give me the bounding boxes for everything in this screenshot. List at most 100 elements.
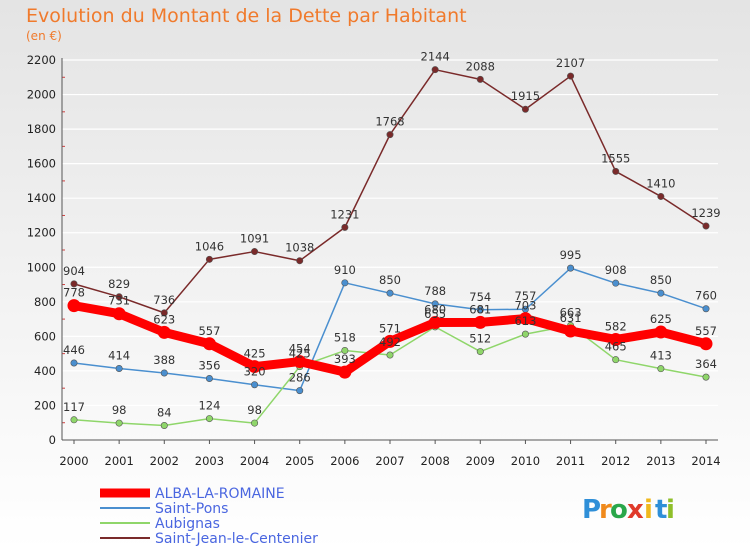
data-point <box>341 223 349 231</box>
data-point <box>657 192 665 200</box>
x-tick-label: 2005 <box>285 454 314 468</box>
data-point <box>518 312 532 326</box>
data-label: 736 <box>153 293 175 307</box>
data-label: 703 <box>514 299 536 313</box>
data-label: 454 <box>289 342 311 356</box>
data-point <box>341 347 349 355</box>
data-label: 631 <box>560 311 582 325</box>
legend-label: ALBA-LA-ROMAINE <box>155 486 285 502</box>
data-label: 1091 <box>240 232 269 246</box>
data-point <box>293 355 307 369</box>
data-point <box>702 373 710 381</box>
data-point <box>70 280 78 288</box>
y-tick-label: 800 <box>34 295 56 309</box>
data-point <box>341 279 349 287</box>
data-label: 84 <box>157 405 172 419</box>
data-label: 829 <box>108 277 130 291</box>
data-point <box>157 325 171 339</box>
data-point <box>115 419 123 427</box>
y-tick-label: 1000 <box>27 260 56 274</box>
brand-letter: r <box>599 495 612 525</box>
data-point <box>160 421 168 429</box>
data-point <box>205 415 213 423</box>
data-point <box>564 324 578 338</box>
legend-label: Saint-Jean-le-Centenier <box>155 531 318 547</box>
brand-letter: x <box>627 495 644 525</box>
data-label: 1410 <box>646 176 675 190</box>
data-label: 518 <box>334 331 356 345</box>
y-tick-label: 0 <box>49 433 56 447</box>
data-label: 98 <box>112 403 127 417</box>
data-label: 446 <box>63 343 85 357</box>
data-point <box>383 334 397 348</box>
data-point <box>612 279 620 287</box>
data-label: 1239 <box>691 206 720 220</box>
brand-letter: i <box>644 495 653 525</box>
data-point <box>205 375 213 383</box>
data-label: 286 <box>289 371 311 385</box>
y-tick-label: 1600 <box>27 157 56 171</box>
data-labels: 904 829 736 1046 1091 1038 1231 1768 2144 2088 191… <box>63 50 721 420</box>
data-label: 754 <box>469 290 491 304</box>
data-label: 425 <box>244 347 266 361</box>
brand-letter: i <box>666 495 675 525</box>
data-point <box>567 72 575 80</box>
data-point <box>612 356 620 364</box>
data-point <box>521 330 529 338</box>
data-point <box>115 293 123 301</box>
data-point <box>431 300 439 308</box>
x-tick-label: 2003 <box>195 454 224 468</box>
data-point <box>70 416 78 424</box>
y-tick-label: 2200 <box>27 53 56 67</box>
x-tick-label: 2008 <box>421 454 450 468</box>
data-label: 1231 <box>330 207 359 221</box>
data-point <box>160 369 168 377</box>
x-tick-label: 2009 <box>466 454 495 468</box>
data-label: 904 <box>63 264 85 278</box>
data-label: 2088 <box>466 59 495 73</box>
data-label: 571 <box>379 321 401 335</box>
data-label: 1915 <box>511 89 540 103</box>
x-tick-label: 2002 <box>150 454 179 468</box>
data-label: 117 <box>63 400 85 414</box>
data-label: 388 <box>153 353 175 367</box>
data-point <box>296 257 304 265</box>
brand-letter: t <box>655 495 667 525</box>
y-tick-label: 1800 <box>27 122 56 136</box>
data-label: 557 <box>198 324 220 338</box>
data-point <box>657 289 665 297</box>
data-label: 512 <box>469 332 491 346</box>
data-label: 908 <box>605 263 627 277</box>
data-point <box>476 75 484 83</box>
x-tick-label: 2011 <box>556 454 585 468</box>
data-point <box>567 264 575 272</box>
brand-letter: o <box>610 495 628 525</box>
data-label: 557 <box>695 324 717 338</box>
x-tick-label: 2012 <box>601 454 630 468</box>
x-tick-label: 2010 <box>511 454 540 468</box>
brand-logo: Pro x i ti <box>582 495 675 525</box>
y-tick-label: 400 <box>34 364 56 378</box>
data-point <box>654 325 668 339</box>
data-point <box>205 255 213 263</box>
data-label: 356 <box>198 359 220 373</box>
data-label: 623 <box>153 312 175 326</box>
data-label: 681 <box>469 302 491 316</box>
y-tick-label: 2000 <box>27 88 56 102</box>
data-label: 364 <box>695 357 717 371</box>
series-lines <box>67 66 713 429</box>
data-label: 124 <box>198 399 220 413</box>
brand-letter: P <box>582 495 601 525</box>
data-label: 425 <box>289 347 311 361</box>
data-label: 2144 <box>421 50 450 64</box>
data-point <box>386 351 394 359</box>
data-point <box>476 306 484 314</box>
data-point <box>612 167 620 175</box>
data-point <box>251 419 259 427</box>
x-tick-label: 2007 <box>375 454 404 468</box>
data-label: 2107 <box>556 56 585 70</box>
x-tick-label: 2014 <box>691 454 720 468</box>
data-point <box>251 248 259 256</box>
